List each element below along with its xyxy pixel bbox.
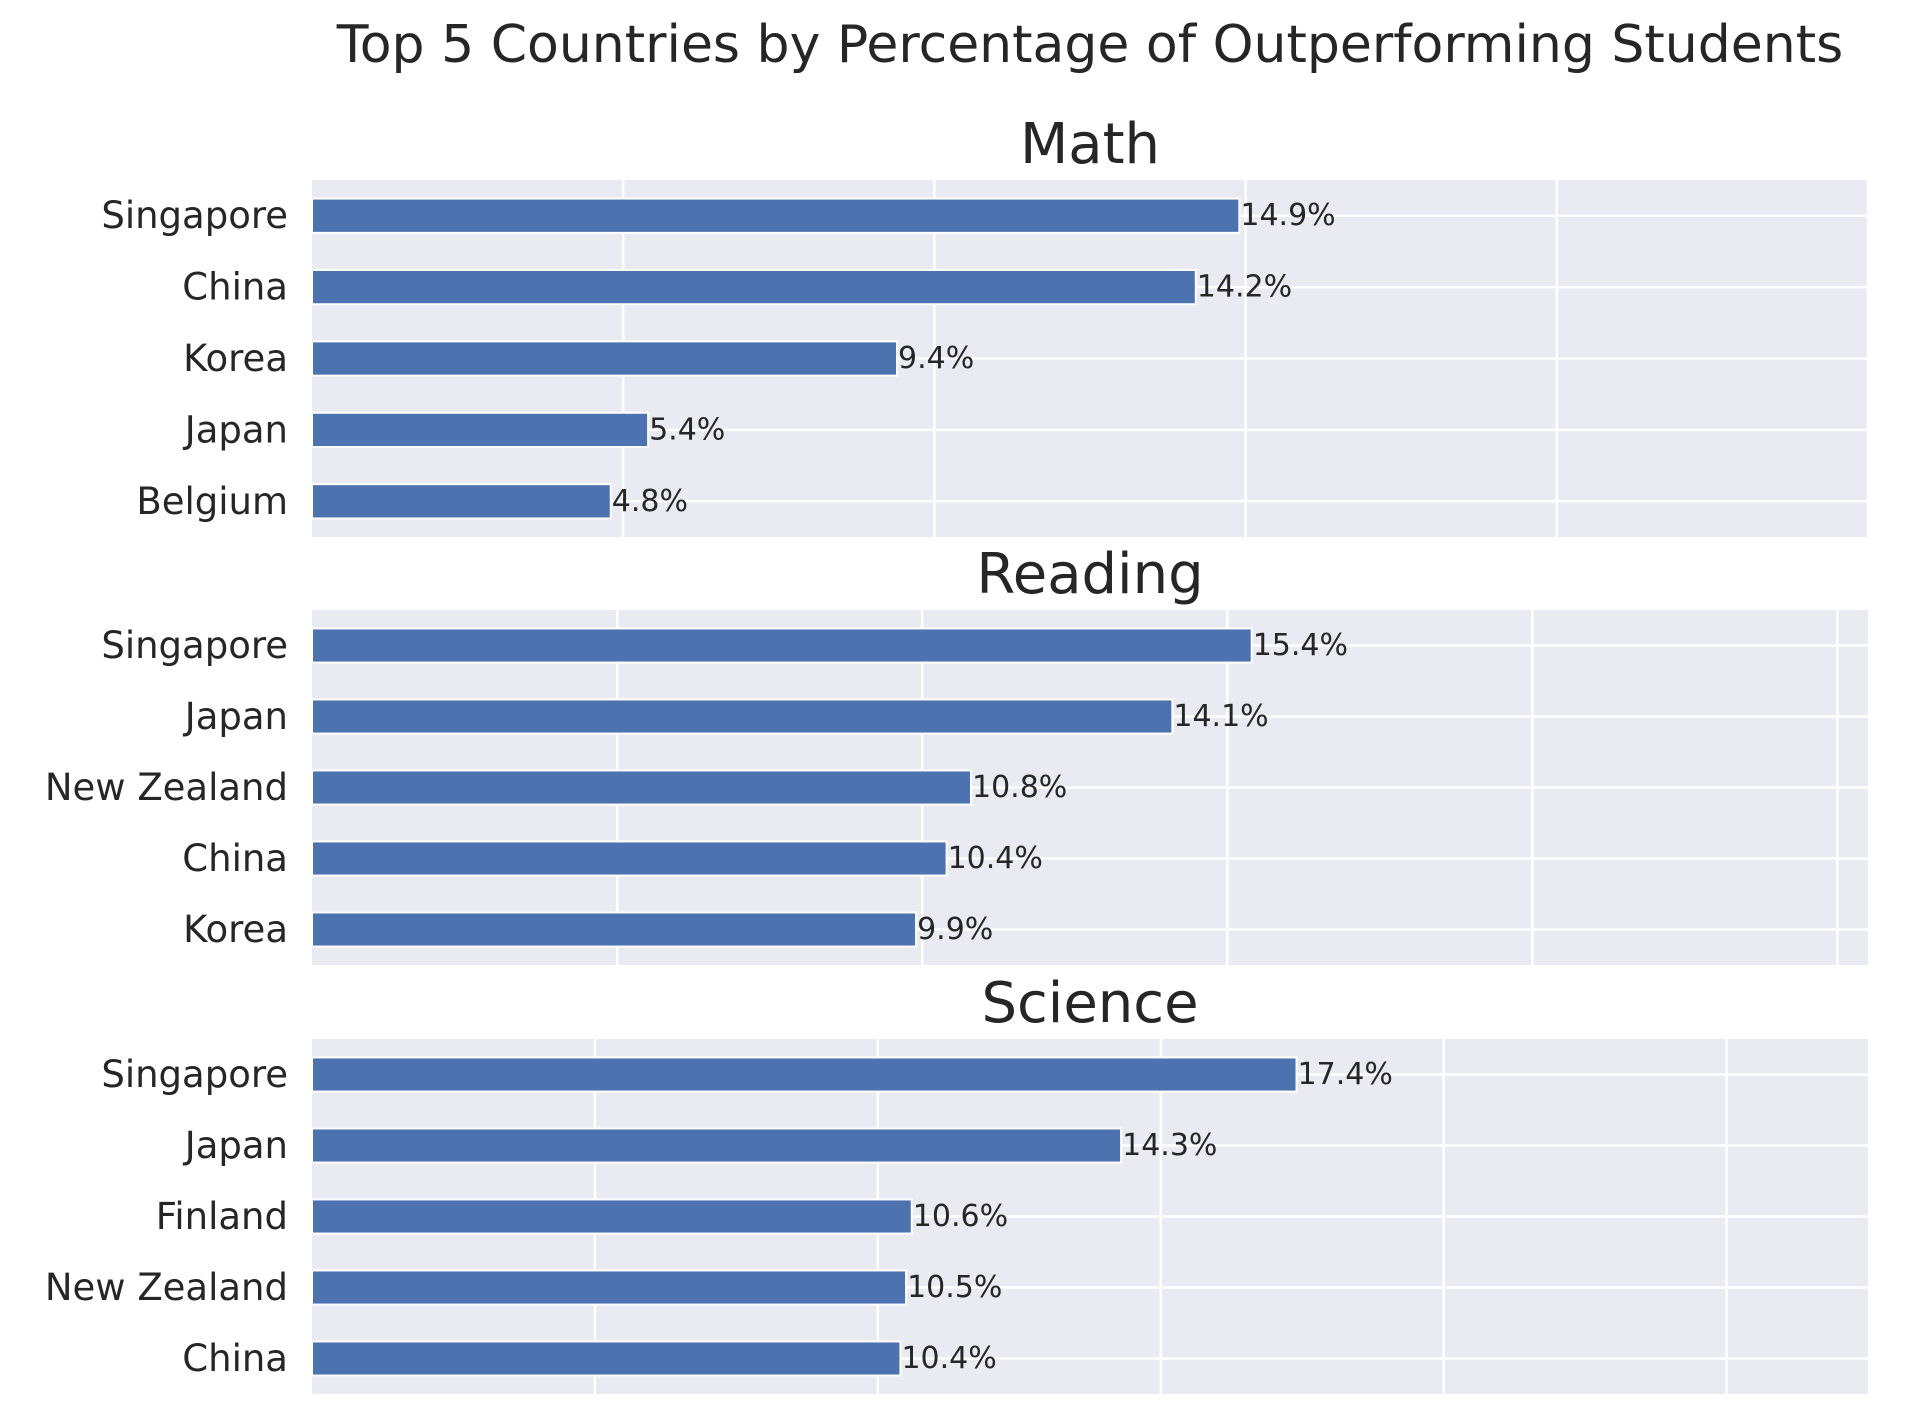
bar [311,340,899,377]
bar [311,698,1174,735]
category-label: China [182,1337,288,1380]
data-label: 9.4% [898,341,974,376]
category-label: China [182,266,288,309]
category-label: New Zealand [45,1266,288,1309]
bar [311,1340,902,1377]
category-label: New Zealand [45,766,288,809]
bar [311,1056,1298,1093]
bar [311,840,948,877]
bar [311,197,1241,234]
category-label: Japan [183,408,288,451]
bar [311,268,1197,306]
category-label: Belgium [136,480,288,523]
bar [311,411,650,449]
bar [311,1127,1123,1164]
bar [311,911,918,948]
data-label: 4.8% [612,484,688,519]
data-label: 9.9% [917,912,993,947]
data-label: 10.4% [901,1341,996,1376]
category-label: Japan [183,1124,288,1167]
bar [311,1269,908,1306]
category-label: Singapore [101,1053,288,1096]
category-label: Korea [183,337,288,380]
bar [311,769,973,806]
panel-title: Math [1020,112,1160,177]
panel-title: Reading [976,542,1203,607]
bar [311,1198,913,1235]
data-label: 10.8% [972,770,1067,805]
data-label: 10.4% [948,841,1043,876]
category-label: China [182,837,288,880]
data-label: 14.9% [1240,198,1335,233]
data-label: 10.5% [907,1270,1002,1305]
data-label: 14.1% [1173,699,1268,734]
category-label: Finland [156,1195,288,1238]
bar [311,483,612,520]
category-label: Korea [183,908,288,951]
bar [311,627,1253,664]
data-label: 14.2% [1197,270,1292,305]
chart-title: Top 5 Countries by Percentage of Outperf… [336,15,1843,75]
data-label: 17.4% [1298,1057,1393,1092]
category-label: Singapore [101,624,288,667]
data-label: 10.6% [913,1199,1008,1234]
category-label: Japan [183,695,288,738]
data-label: 14.3% [1122,1128,1217,1163]
data-label: 5.4% [649,412,725,447]
data-label: 15.4% [1253,628,1348,663]
category-label: Singapore [101,194,288,237]
panel-title: Science [981,971,1198,1036]
